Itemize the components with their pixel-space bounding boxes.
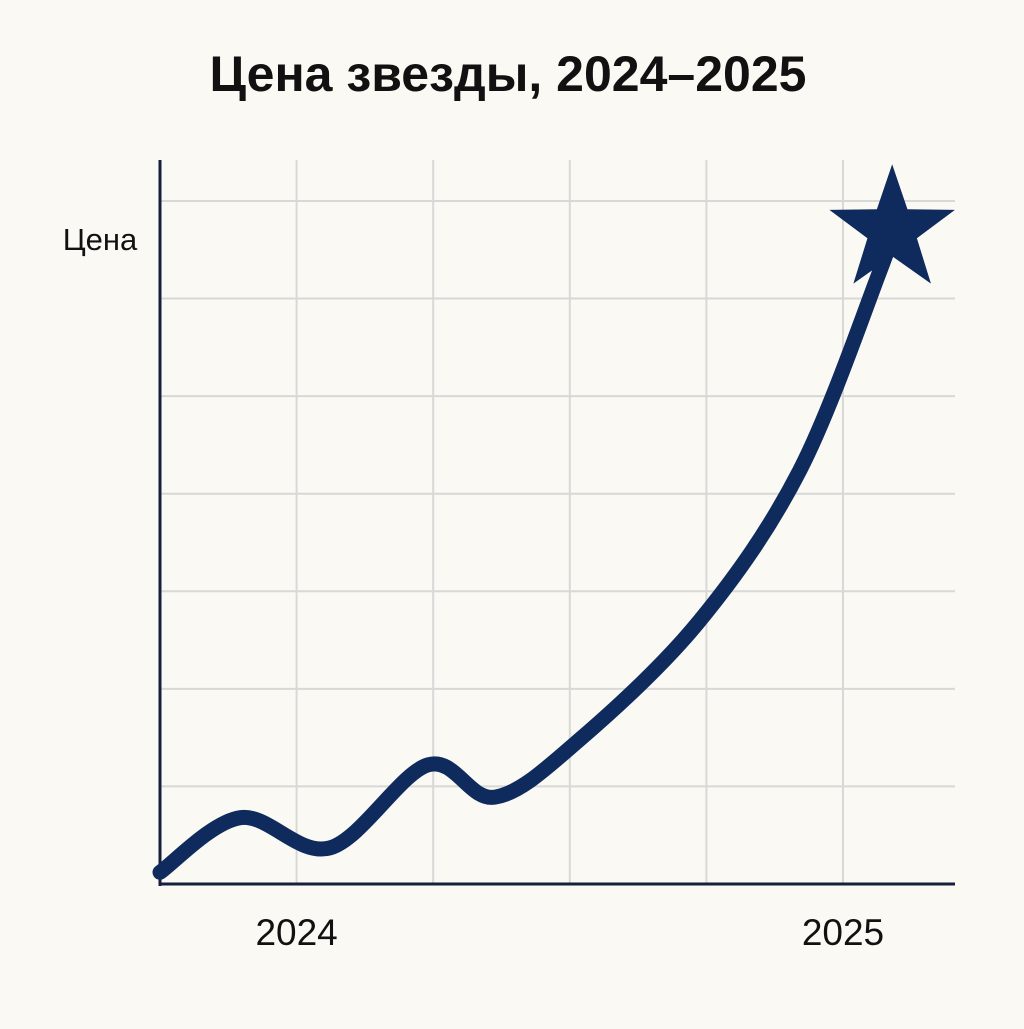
x-tick-label: 2025 xyxy=(802,912,884,953)
y-axis-label: Цена xyxy=(63,222,138,257)
line xyxy=(152,222,900,880)
x-tick-label: 2024 xyxy=(255,912,337,953)
star-marker xyxy=(829,164,955,284)
chart-title: Цена звезды, 2024–2025 xyxy=(210,46,807,102)
